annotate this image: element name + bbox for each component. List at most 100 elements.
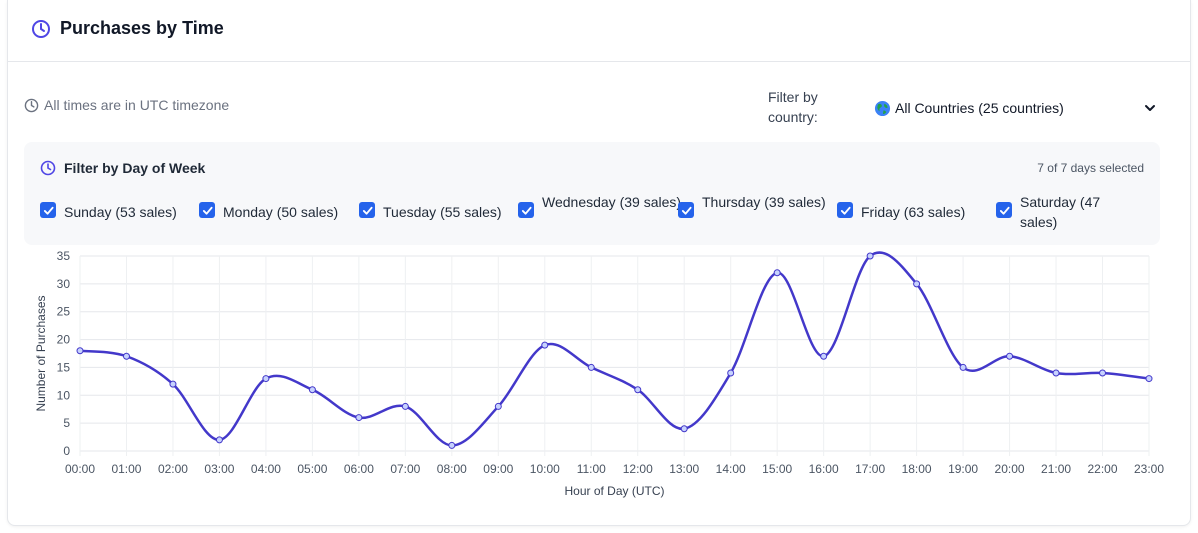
checkbox-checked[interactable]: [518, 202, 534, 218]
checkbox-checked[interactable]: [40, 202, 56, 218]
day-checkbox-2[interactable]: Tuesday (55 sales): [359, 189, 543, 222]
data-point: [1145, 375, 1153, 383]
chevron-down-icon: [1145, 105, 1155, 111]
data-point: [1099, 369, 1107, 377]
checkmark-icon: [840, 206, 851, 215]
card-header: Purchases by Time: [8, 0, 1190, 62]
checkmark-icon: [521, 206, 532, 215]
y-tick-label: 5: [63, 416, 70, 430]
x-tick-label: 18:00: [902, 462, 932, 476]
series-line: [79, 251, 1150, 447]
day-checkbox-3[interactable]: Wednesday (39 sales): [518, 189, 682, 218]
data-point: [959, 363, 967, 371]
x-tick-label: 16:00: [809, 462, 839, 476]
day-checkbox-6[interactable]: Saturday (47 sales): [996, 189, 1140, 232]
clock-icon: [32, 20, 50, 38]
checkmark-icon: [999, 206, 1010, 215]
x-tick-label: 08:00: [437, 462, 467, 476]
y-tick-label: 15: [57, 360, 71, 374]
x-tick-label: 10:00: [530, 462, 560, 476]
y-tick-label: 0: [63, 444, 70, 458]
checkbox-checked[interactable]: [837, 202, 853, 218]
data-point: [76, 347, 84, 355]
x-tick-label: 13:00: [669, 462, 699, 476]
data-point: [866, 252, 874, 260]
day-label: Tuesday (55 sales): [383, 204, 502, 220]
data-point: [587, 363, 595, 371]
x-tick-label: 02:00: [158, 462, 188, 476]
day-checkbox-5[interactable]: Friday (63 sales): [837, 189, 1021, 222]
day-label: Saturday (47 sales): [1020, 194, 1101, 230]
y-tick-label: 30: [57, 277, 71, 291]
globe-icon: [874, 100, 891, 116]
data-point: [913, 280, 921, 288]
data-point: [355, 414, 363, 422]
x-tick-label: 23:00: [1134, 462, 1164, 476]
day-filter-title: Filter by Day of Week: [64, 160, 206, 176]
y-tick-label: 25: [57, 305, 71, 319]
x-tick-label: 01:00: [111, 462, 141, 476]
x-tick-label: 04:00: [251, 462, 281, 476]
day-label: Monday (50 sales): [223, 204, 339, 220]
data-point: [727, 369, 735, 377]
y-tick-label: 20: [57, 333, 71, 347]
clock-icon: [24, 98, 39, 112]
data-point: [1006, 352, 1014, 360]
x-tick-label: 00:00: [65, 462, 95, 476]
day-checkbox-1[interactable]: Monday (50 sales): [199, 189, 383, 222]
purchases-line-chart: 0 5 10 15 20 25 30 35 00:00 01:00 02:00 03:00 04:00 0…: [34, 249, 1164, 498]
x-tick-label: 21:00: [1041, 462, 1071, 476]
data-point: [541, 341, 549, 349]
checkbox-checked[interactable]: [678, 202, 694, 218]
y-axis-title: Number of Purchases: [34, 295, 48, 411]
data-point: [680, 425, 688, 433]
timezone-note-text: All times are in UTC timezone: [44, 97, 230, 113]
checkmark-icon: [202, 206, 213, 215]
x-tick-label: 03:00: [204, 462, 234, 476]
day-label: Sunday (53 sales): [64, 204, 177, 220]
country-select-value: All Countries (25 countries): [895, 100, 1064, 116]
purchases-card: Purchases by Time: [7, 0, 1191, 526]
checkbox-checked[interactable]: [359, 202, 375, 218]
checkmark-icon: [681, 206, 692, 215]
x-axis-title: Hour of Day (UTC): [564, 484, 664, 498]
checkmark-icon: [43, 206, 54, 215]
clock-icon: [40, 160, 56, 176]
x-tick-label: 11:00: [577, 462, 606, 476]
card-title: Purchases by Time: [60, 18, 224, 38]
x-tick-label: 06:00: [344, 462, 374, 476]
data-point: [820, 352, 828, 360]
day-label: Friday (63 sales): [861, 204, 966, 220]
x-tick-label: 12:00: [623, 462, 653, 476]
data-point: [634, 386, 642, 394]
country-filter-label: Filter by country:: [768, 89, 818, 125]
y-tick-label: 10: [57, 388, 71, 402]
checkbox-checked[interactable]: [199, 202, 215, 218]
x-tick-label: 20:00: [995, 462, 1025, 476]
day-label: Wednesday (39 sales): [542, 194, 682, 210]
days-selected-count: 7 of 7 days selected: [1037, 161, 1144, 175]
x-tick-label: 22:00: [1088, 462, 1118, 476]
x-tick-label: 09:00: [483, 462, 513, 476]
checkbox-checked[interactable]: [996, 202, 1012, 218]
x-tick-label: 14:00: [716, 462, 746, 476]
data-point: [169, 380, 177, 388]
x-tick-label: 15:00: [762, 462, 792, 476]
data-point: [401, 402, 409, 410]
y-tick-label: 35: [57, 249, 71, 263]
day-checkbox-0[interactable]: Sunday (53 sales): [40, 189, 224, 222]
x-tick-label: 05:00: [297, 462, 327, 476]
data-point: [773, 269, 781, 277]
data-point: [122, 352, 130, 360]
timezone-note: All times are in UTC timezone: [24, 97, 229, 113]
data-point: [308, 386, 316, 394]
country-select[interactable]: All Countries (25 countries): [866, 91, 1166, 125]
data-point: [448, 441, 456, 449]
data-point: [1052, 369, 1060, 377]
x-tick-label: 17:00: [855, 462, 885, 476]
day-checkbox-4[interactable]: Thursday (39 sales): [678, 189, 842, 218]
day-filter-panel: Filter by Day of Week 7 of 7 days select…: [24, 142, 1160, 245]
data-point: [262, 375, 270, 383]
checkmark-icon: [362, 206, 373, 215]
x-tick-label: 07:00: [390, 462, 420, 476]
